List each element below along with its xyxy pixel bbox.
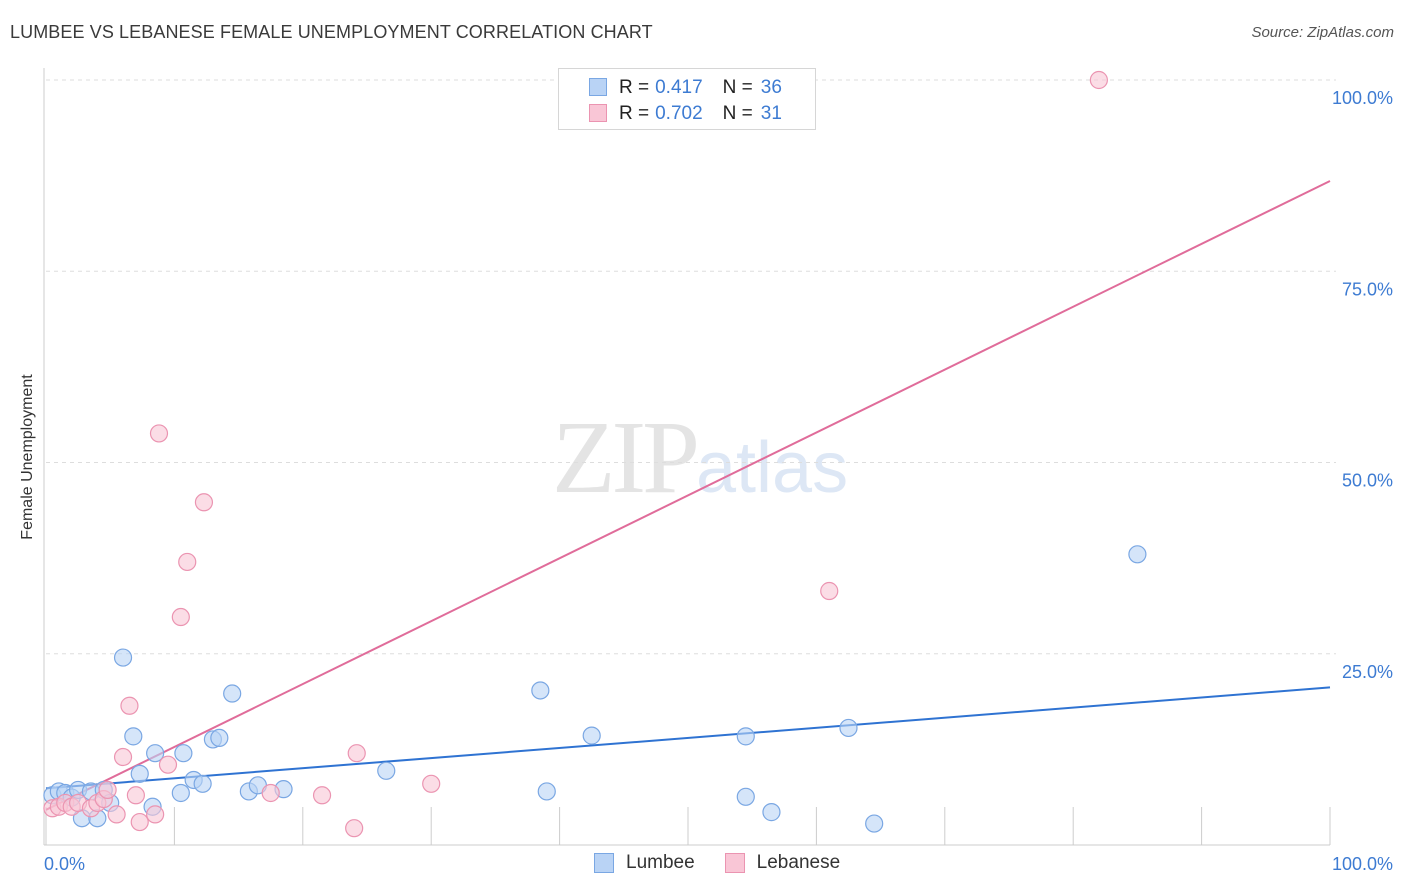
legend-n-value: 31 xyxy=(760,103,782,124)
data-points xyxy=(43,70,1147,838)
data-point-lumbee xyxy=(1128,545,1147,564)
legend-row-lumbee: R = 0.417 N = 36 xyxy=(589,76,782,100)
data-point-lebanese xyxy=(107,805,126,824)
watermark-atlas: atlas xyxy=(696,428,849,508)
legend-r-label: R = xyxy=(619,77,650,98)
axes xyxy=(43,68,1331,846)
legend-r-label: R = xyxy=(619,103,650,124)
data-point-lebanese xyxy=(113,747,133,767)
data-point-lumbee xyxy=(124,727,143,746)
watermark-zip: ZIP xyxy=(552,400,700,515)
data-point-lebanese xyxy=(98,780,117,800)
data-point-lumbee xyxy=(537,782,556,801)
data-point-lebanese xyxy=(171,607,190,627)
data-point-lebanese xyxy=(146,805,165,824)
data-point-lumbee xyxy=(736,727,755,746)
x-tick-label: 0.0% xyxy=(44,854,85,874)
series-legend: Lumbee Lebanese xyxy=(594,852,870,874)
legend-swatch-lumbee xyxy=(594,853,614,873)
source-credit: Source: ZipAtlas.com xyxy=(1251,24,1394,41)
data-point-lumbee xyxy=(174,744,193,763)
data-point-lebanese xyxy=(120,696,139,715)
data-point-lumbee xyxy=(762,803,781,822)
grid xyxy=(46,79,1336,655)
legend-n-label: N = xyxy=(722,103,753,124)
data-point-lebanese xyxy=(126,786,145,805)
data-point-lebanese xyxy=(130,812,149,832)
legend-item-lumbee[interactable]: Lumbee xyxy=(594,852,695,874)
data-point-lumbee xyxy=(531,681,550,700)
legend-n-label: N = xyxy=(722,77,753,98)
data-point-lumbee xyxy=(171,783,190,803)
legend-swatch-lebanese xyxy=(724,853,745,873)
legend-row-lebanese: R = 0.702 N = 31 xyxy=(589,102,782,126)
stats-legend: R = 0.417 N = 36 R = 0.702 N = 31 xyxy=(558,68,816,130)
data-point-lebanese xyxy=(178,552,197,572)
data-point-lumbee xyxy=(193,774,212,793)
legend-swatch-lumbee xyxy=(589,78,607,96)
data-point-lumbee xyxy=(113,648,133,667)
data-point-lebanese xyxy=(1089,70,1108,90)
legend-label-lebanese: Lebanese xyxy=(756,852,841,873)
data-point-lumbee xyxy=(736,787,755,806)
legend-item-lebanese[interactable]: Lebanese xyxy=(724,852,841,874)
watermark: ZIPatlas xyxy=(552,398,848,517)
data-point-lebanese xyxy=(345,819,364,838)
y-tick-label: 75.0% xyxy=(1342,279,1393,299)
data-point-lebanese xyxy=(194,493,214,512)
data-point-lumbee xyxy=(582,726,601,745)
y-tick-label: 25.0% xyxy=(1342,662,1393,682)
trendline-lumbee xyxy=(45,686,1331,790)
legend-r-value: 0.417 xyxy=(655,77,703,98)
tick-labels: 25.0% 50.0% 75.0% 100.0% 0.0% 100.0% xyxy=(44,88,1393,874)
y-tick-label: 100.0% xyxy=(1332,88,1393,108)
data-point-lebanese xyxy=(158,755,178,774)
data-point-lumbee xyxy=(130,764,149,783)
legend-n-value: 36 xyxy=(760,77,782,98)
data-point-lumbee xyxy=(223,684,242,703)
data-point-lebanese xyxy=(312,786,332,805)
y-tick-label: 50.0% xyxy=(1342,471,1393,491)
data-point-lebanese xyxy=(422,774,441,793)
legend-label-lumbee: Lumbee xyxy=(626,852,695,873)
data-point-lumbee xyxy=(839,718,858,738)
data-point-lebanese xyxy=(149,424,169,443)
chart-title: LUMBEE VS LEBANESE FEMALE UNEMPLOYMENT C… xyxy=(10,22,653,42)
trendlines xyxy=(45,180,1331,811)
trendline-lebanese xyxy=(45,180,1331,811)
data-point-lebanese xyxy=(261,783,280,803)
data-point-lumbee xyxy=(146,744,165,763)
data-point-lumbee xyxy=(210,728,229,748)
legend-swatch-lebanese xyxy=(589,104,607,122)
data-point-lumbee xyxy=(377,761,396,780)
x-tick-label: 100.0% xyxy=(1332,854,1393,874)
data-point-lebanese xyxy=(820,581,839,601)
data-point-lebanese xyxy=(347,744,366,763)
data-point-lumbee xyxy=(865,814,884,833)
legend-r-value: 0.702 xyxy=(655,103,703,124)
